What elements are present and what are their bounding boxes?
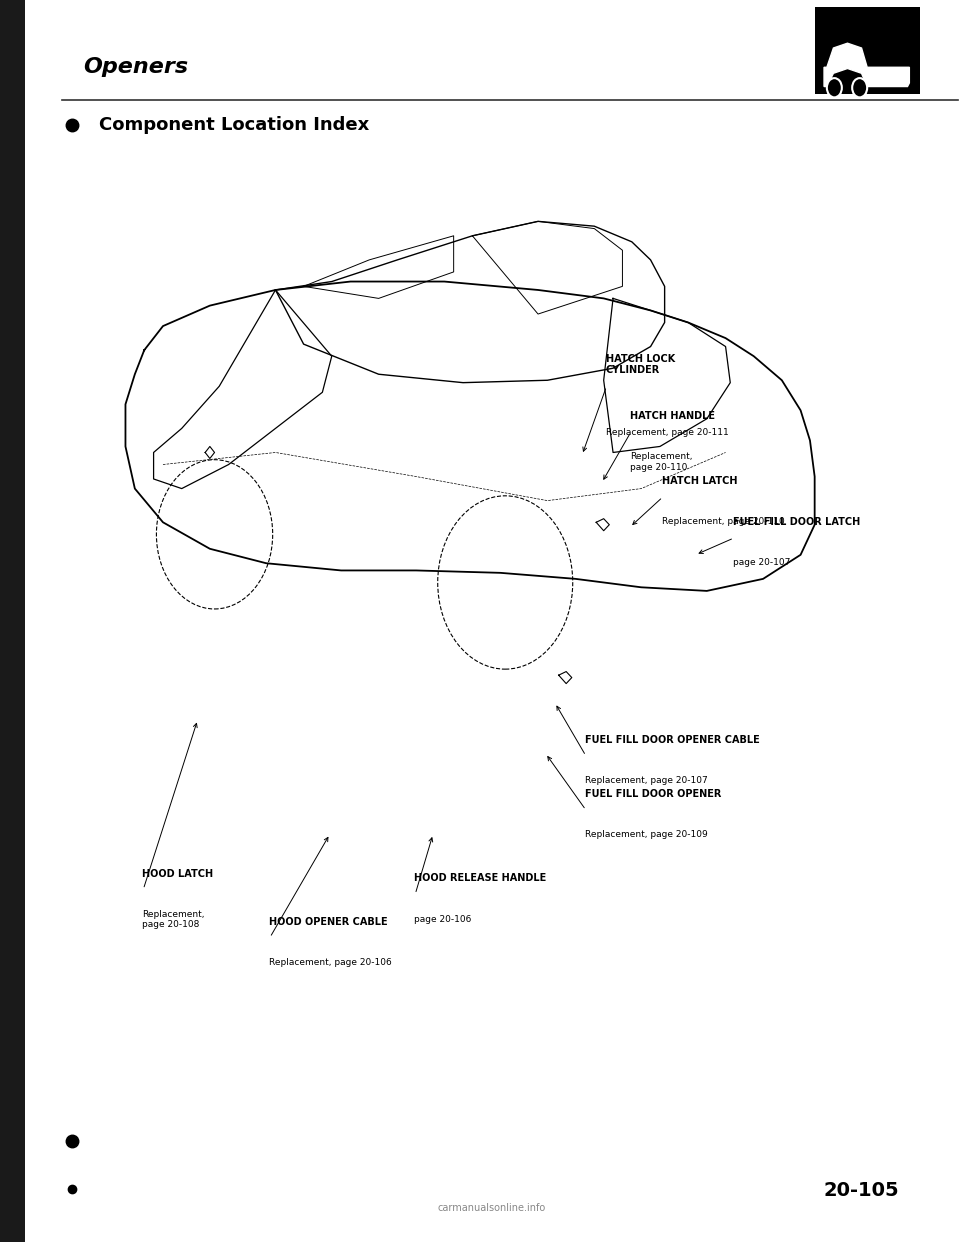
Text: FUEL FILL DOOR OPENER CABLE: FUEL FILL DOOR OPENER CABLE (585, 735, 759, 745)
Text: Replacement, page 20-111: Replacement, page 20-111 (606, 428, 729, 437)
Text: Replacement,
page 20-108: Replacement, page 20-108 (142, 910, 204, 929)
Text: FUEL FILL DOOR OPENER: FUEL FILL DOOR OPENER (585, 789, 721, 799)
Text: Replacement, page 20-110: Replacement, page 20-110 (661, 518, 784, 527)
Text: HATCH LATCH: HATCH LATCH (661, 476, 737, 486)
Text: page 20-106: page 20-106 (415, 914, 471, 924)
Text: Replacement, page 20-107: Replacement, page 20-107 (585, 776, 708, 785)
Text: carmanualsonline.info: carmanualsonline.info (437, 1203, 545, 1213)
Bar (815, 7, 920, 93)
Text: Component Location Index: Component Location Index (99, 116, 370, 134)
Polygon shape (824, 43, 909, 87)
Circle shape (827, 78, 842, 97)
Text: HATCH HANDLE: HATCH HANDLE (630, 411, 715, 421)
Text: Replacement, page 20-106: Replacement, page 20-106 (269, 958, 392, 968)
Text: HATCH LOCK
CYLINDER: HATCH LOCK CYLINDER (606, 354, 675, 375)
Text: Replacement,
page 20-110: Replacement, page 20-110 (630, 452, 692, 472)
Text: HOOD LATCH: HOOD LATCH (142, 868, 213, 878)
Text: FUEL FILL DOOR LATCH: FUEL FILL DOOR LATCH (733, 517, 860, 527)
Text: page 20-107: page 20-107 (733, 559, 790, 568)
Text: Openers: Openers (84, 57, 188, 77)
Text: HOOD RELEASE HANDLE: HOOD RELEASE HANDLE (415, 873, 546, 883)
Text: Replacement, page 20-109: Replacement, page 20-109 (585, 831, 708, 840)
Text: HOOD OPENER CABLE: HOOD OPENER CABLE (269, 917, 388, 927)
Text: 20-105: 20-105 (824, 1181, 900, 1200)
Circle shape (852, 78, 867, 97)
Bar (0, 0, 25, 1242)
